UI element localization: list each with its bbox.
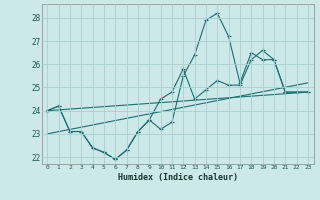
X-axis label: Humidex (Indice chaleur): Humidex (Indice chaleur) [118, 173, 237, 182]
